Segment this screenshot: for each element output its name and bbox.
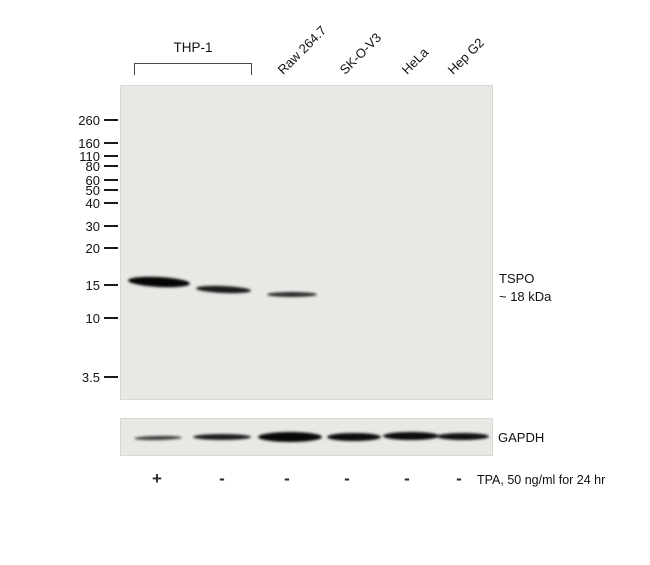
thp1-bracket	[134, 63, 252, 75]
mw-tick	[104, 317, 118, 319]
mw-label: 10	[85, 310, 100, 326]
treatment-symbol-lane3: -	[284, 469, 290, 488]
mw-marker-40: 40	[56, 195, 118, 211]
mw-tick	[104, 202, 118, 204]
mw-label: 50	[85, 182, 100, 198]
cell-line-label-thp1: THP-1	[173, 40, 213, 55]
mw-marker-30: 30	[56, 218, 118, 234]
loading-control-label: GAPDH	[498, 430, 545, 445]
mw-label: 3.5	[81, 369, 100, 385]
mw-marker-3-5: 3.5	[56, 369, 118, 385]
mw-marker-260: 260	[56, 112, 118, 128]
mw-marker-160: 160	[56, 135, 118, 151]
mw-marker-15: 15	[56, 277, 118, 293]
mw-tick	[104, 225, 118, 227]
mw-tick	[104, 284, 118, 286]
tspo-band-lane3	[267, 292, 317, 297]
cell-line-label-raw2647: Raw 264.7	[274, 22, 330, 78]
target-name-label: TSPO	[499, 271, 535, 286]
target-size-label: ~ 18 kDa	[499, 289, 552, 304]
mw-label: 80	[85, 158, 100, 174]
mw-marker-20: 20	[56, 240, 118, 256]
treatment-symbol-lane4: -	[344, 469, 350, 488]
mw-marker-60: 60	[56, 172, 118, 188]
mw-marker-50: 50	[56, 182, 118, 198]
treatment-label: TPA, 50 ng/ml for 24 hr	[477, 473, 606, 487]
cell-line-label-skov3: SK-O-V3	[336, 29, 385, 78]
mw-tick	[104, 165, 118, 167]
mw-label: 20	[85, 240, 100, 256]
treatment-symbol-lane5: -	[404, 469, 410, 488]
mw-label: 40	[85, 195, 100, 211]
mw-tick	[104, 142, 118, 144]
mw-label: 60	[85, 172, 100, 188]
mw-label: 110	[79, 148, 100, 164]
gapdh-band-lane6	[437, 433, 489, 440]
cell-line-label-hela: HeLa	[398, 44, 432, 78]
gapdh-band-lane5	[383, 432, 439, 440]
treatment-symbol-lane1: +	[152, 469, 162, 488]
cell-line-label-hepg2: Hep G2	[444, 34, 487, 78]
mw-label: 30	[85, 218, 100, 234]
treatment-symbol-lane6: -	[456, 469, 462, 488]
gapdh-band-lane3	[258, 432, 322, 442]
mw-tick	[104, 119, 118, 121]
mw-tick	[104, 376, 118, 378]
mw-tick	[104, 189, 118, 191]
mw-label: 260	[78, 112, 100, 128]
mw-marker-110: 110	[56, 148, 118, 164]
mw-tick	[104, 247, 118, 249]
mw-tick	[104, 155, 118, 157]
mw-marker-10: 10	[56, 310, 118, 326]
mw-tick	[104, 179, 118, 181]
gapdh-band-lane4	[327, 433, 381, 441]
mw-marker-80: 80	[56, 158, 118, 174]
treatment-symbol-lane2: -	[219, 469, 225, 488]
gapdh-band-lane2	[193, 434, 251, 440]
mw-label: 160	[78, 135, 100, 151]
mw-label: 15	[85, 277, 100, 293]
tspo-blot-panel	[120, 85, 493, 400]
